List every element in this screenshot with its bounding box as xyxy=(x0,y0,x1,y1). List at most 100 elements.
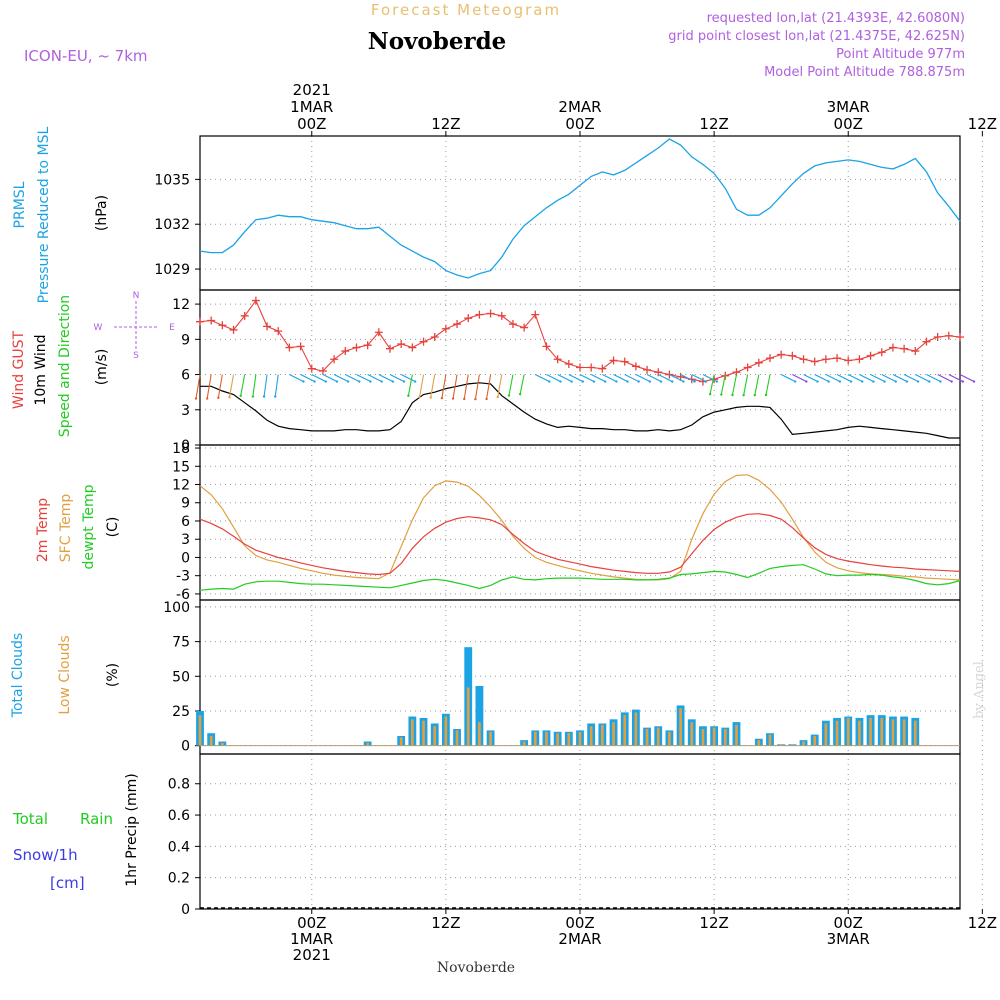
wind-barb-tip xyxy=(407,394,410,397)
low-cloud-bar xyxy=(656,727,660,746)
temp-ytick-label: 6 xyxy=(181,514,190,530)
wind-barb xyxy=(635,374,651,383)
gust-point xyxy=(788,351,797,360)
gust-point xyxy=(609,356,618,365)
low-cloud-bar xyxy=(433,726,437,746)
wind-barb xyxy=(881,374,897,383)
gust-point xyxy=(240,311,249,320)
wind-barb-tip xyxy=(451,397,455,400)
wind-barb-tip xyxy=(671,380,674,383)
bottom-axis-label: 00Z xyxy=(834,914,863,932)
wind-barb xyxy=(345,374,360,383)
panel-pressure: 1029 1032 1035 xyxy=(154,135,983,291)
wind-barb-tip xyxy=(626,380,629,383)
wind-barb-tip xyxy=(793,380,797,383)
wind-barb-tip xyxy=(720,393,723,396)
low-cloud-bar xyxy=(466,687,470,746)
low-cloud-bar xyxy=(366,742,369,746)
low-cloud-bar xyxy=(198,715,202,746)
low-cloud-bar xyxy=(779,744,783,746)
temp-ytick-label: 3 xyxy=(181,532,190,548)
wind-barb xyxy=(217,374,223,398)
wind-barb-tip xyxy=(682,380,685,383)
wind-barb-tip xyxy=(972,380,976,383)
gust-point xyxy=(743,363,752,372)
temp-ytick-label: -3 xyxy=(176,569,190,585)
temp-ytick-label: 0 xyxy=(181,550,190,566)
wind-barb-tip xyxy=(805,380,808,383)
low-cloud-bar xyxy=(478,722,481,746)
wind-barb xyxy=(870,374,885,383)
low-cloud-bar xyxy=(712,727,716,746)
gust-point xyxy=(374,328,383,337)
panel-temperature: -6 -3 0 3 6 9 12 15 18 xyxy=(172,441,983,603)
gust-point xyxy=(307,364,316,373)
low-cloud-bar xyxy=(489,731,492,746)
wind-speed-line xyxy=(200,382,960,439)
wind-barb-tip xyxy=(274,395,277,398)
wind-barb xyxy=(792,374,807,383)
wind-barb-tip xyxy=(507,394,511,397)
top-axis-label: 12Z xyxy=(968,115,997,133)
gust-point xyxy=(207,316,216,325)
prmsl-line xyxy=(199,138,961,279)
wind-barb xyxy=(486,374,492,400)
low-cloud-bar xyxy=(802,741,805,746)
gust-point xyxy=(285,343,294,352)
wind-barb-tip xyxy=(742,393,745,397)
low-cloud-bar xyxy=(399,737,403,746)
gust-point xyxy=(844,356,853,365)
wind-barb xyxy=(519,374,525,395)
wind-label-speed-dir: Speed and Direction xyxy=(57,295,73,437)
low-cloud-bar xyxy=(880,717,884,746)
wind-barb-tip xyxy=(715,380,719,383)
low-cloud-bar xyxy=(846,717,850,746)
wind-label-10m: 10m Wind xyxy=(33,334,49,405)
wind-barb xyxy=(731,374,738,396)
gust-point xyxy=(218,321,227,330)
gust-point xyxy=(229,325,238,334)
bottom-axis-label: 12Z xyxy=(431,914,460,932)
gust-point xyxy=(754,358,763,367)
gust-point xyxy=(855,355,864,364)
wind-barb xyxy=(195,374,201,399)
low-cloud-bar xyxy=(455,730,459,746)
low-cloud-bar xyxy=(589,726,593,746)
wind-barb xyxy=(557,374,572,383)
wind-barb-tip xyxy=(217,396,220,399)
wind-barb-tip xyxy=(570,380,573,383)
compass-rose: N S W E xyxy=(94,291,176,361)
wind-barb xyxy=(780,374,796,383)
wind-barb-tip xyxy=(883,380,886,383)
gust-point xyxy=(766,354,774,363)
wind-barb-tip xyxy=(194,397,198,400)
low-cloud-bar xyxy=(757,740,761,746)
footer-location: Novoberde xyxy=(437,960,515,976)
low-cloud-bar xyxy=(612,722,615,746)
wind-barb xyxy=(765,374,771,396)
gust-point xyxy=(922,337,931,346)
wind-barb-tip xyxy=(418,395,421,399)
wind-ytick-label: 3 xyxy=(181,403,190,419)
wind-barb-tip xyxy=(753,393,757,397)
cloud-label-unit: (%) xyxy=(105,663,121,687)
temp-ytick-label: 9 xyxy=(181,496,190,512)
gust-point xyxy=(508,320,517,329)
gust-point xyxy=(598,364,607,373)
wind-barb xyxy=(702,374,718,383)
bottom-axis-label: 3MAR xyxy=(827,930,870,948)
gust-point xyxy=(296,342,305,351)
top-axis-label: 12Z xyxy=(699,115,728,133)
low-cloud-bar xyxy=(813,735,817,746)
bottom-axis-label: 2021 xyxy=(293,946,331,964)
wind-barb xyxy=(720,374,726,395)
precip-labels: Total Rain Snow/1h [cm] 1hr Precip (mm) xyxy=(12,773,140,892)
low-cloud-bar xyxy=(522,741,526,746)
wind-barb xyxy=(859,374,874,383)
pressure-ytick-label: 1032 xyxy=(154,217,190,233)
wind-barb xyxy=(903,374,919,383)
low-cloud-bar xyxy=(891,719,895,746)
top-axis-label: 00Z xyxy=(834,115,863,133)
wind-barb xyxy=(937,374,952,383)
wind-barb-tip xyxy=(731,393,734,397)
